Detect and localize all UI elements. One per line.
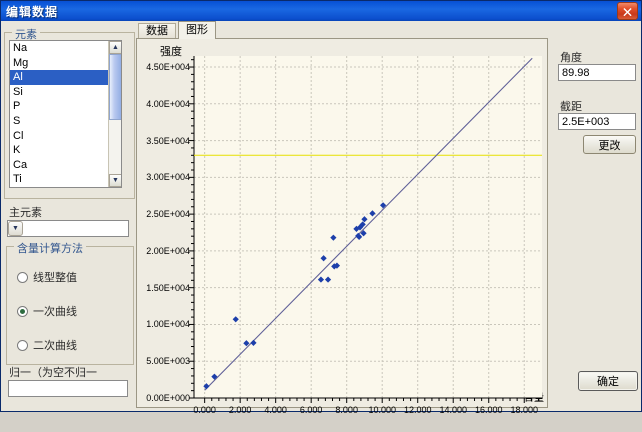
list-item-selected[interactable]: Al (10, 70, 121, 85)
radio-second-order-curve[interactable]: 二次曲线 (17, 337, 77, 353)
element-list: Na Mg Al Si P S Cl K Ca Ti (10, 41, 121, 187)
close-icon (623, 7, 632, 16)
y-tick-label: 2.50E+004 (146, 209, 190, 220)
x-tick-label: 18.000 (510, 405, 538, 415)
main-element-combobox[interactable]: ▼ (7, 220, 129, 237)
window-title: 编辑数据 (6, 4, 59, 19)
close-button[interactable] (617, 2, 638, 20)
y-tick-label: 0.00E+000 (146, 393, 190, 403)
x-tick-label: 12.000 (403, 405, 432, 415)
list-item[interactable]: Mg (13, 56, 29, 69)
intercept-input[interactable] (558, 113, 636, 130)
main-element-label: 主元素 (9, 207, 42, 219)
scroll-up-icon[interactable]: ▲ (109, 41, 121, 54)
scroll-down-icon[interactable]: ▼ (109, 174, 121, 187)
ok-button[interactable]: 确定 (578, 371, 638, 391)
tab-strip: 数据 图形 (136, 21, 548, 39)
scatter-chart: 强度 含量 0.00E+000 5.00E+003 1.00E+004 1.50… (138, 40, 546, 415)
x-tick-label: 16.000 (474, 405, 503, 415)
list-item[interactable]: K (13, 144, 21, 157)
x-tick-label: 10.000 (368, 405, 396, 415)
x-tick-label: 14.000 (439, 405, 467, 415)
list-item[interactable]: Si (13, 85, 23, 98)
intercept-label: 截距 (560, 101, 582, 113)
chevron-down-icon[interactable]: ▼ (8, 221, 23, 236)
method-groupbox: 含量计算方法 线型整值 一次曲线 二次曲线 (6, 240, 134, 365)
x-tick-label: 4.000 (264, 405, 287, 415)
list-item[interactable]: S (13, 114, 21, 127)
radio-linear-interp[interactable]: 线型整值 (17, 269, 77, 285)
radio-label: 线型整值 (33, 272, 77, 284)
angle-input[interactable] (558, 64, 636, 81)
x-tick-label: 8.000 (335, 405, 358, 415)
radio-icon[interactable] (17, 339, 28, 351)
radio-label: 二次曲线 (33, 340, 77, 352)
list-item[interactable]: P (13, 100, 21, 113)
y-tick-label: 1.00E+004 (146, 319, 190, 330)
y-tick-label: 5.00E+003 (146, 356, 190, 367)
method-group-label: 含量计算方法 (14, 240, 86, 256)
y-tick-label: 1.50E+004 (146, 282, 190, 293)
window-body: 元素 Na Mg Al Si P S Cl K Ca Ti (1, 21, 641, 415)
elements-groupbox: 元素 Na Mg Al Si P S Cl K Ca Ti (4, 26, 135, 199)
angle-label: 角度 (560, 52, 582, 64)
listbox-scrollbar[interactable]: ▲ ▼ (108, 41, 121, 187)
normalize-label: 归一（为空不归一 (9, 367, 97, 379)
elements-group-label: 元素 (12, 26, 40, 42)
left-panel: 元素 Na Mg Al Si P S Cl K Ca Ti (4, 24, 135, 397)
edit-data-window: 编辑数据 元素 Na Mg Al Si P S Cl (0, 0, 642, 415)
plot-svg (189, 56, 542, 403)
list-item[interactable]: Cl (13, 129, 24, 142)
y-tick-label: 3.50E+004 (146, 135, 190, 146)
list-item[interactable]: Ca (13, 158, 28, 171)
y-tick-label: 4.50E+004 (146, 62, 190, 73)
x-tick-label: 6.000 (299, 405, 323, 415)
scrollbar-track[interactable] (109, 54, 121, 174)
tab-panel-graph: 强度 含量 0.00E+000 5.00E+003 1.00E+004 1.50… (136, 38, 548, 415)
change-button[interactable]: 更改 (583, 135, 636, 154)
radio-label: 一次曲线 (33, 306, 77, 318)
element-listbox[interactable]: Na Mg Al Si P S Cl K Ca Ti ▲ (9, 40, 122, 188)
y-tick-label: 3.00E+004 (146, 172, 190, 183)
y-tick-label: 4.00E+004 (146, 98, 190, 109)
normalize-input[interactable] (8, 380, 128, 397)
tab-graph[interactable]: 图形 (178, 21, 216, 39)
tab-data[interactable]: 数据 (138, 23, 176, 38)
y-tick-label: 2.00E+004 (146, 245, 190, 256)
scrollbar-thumb[interactable] (109, 54, 121, 120)
radio-first-order-curve[interactable]: 一次曲线 (17, 303, 77, 319)
radio-icon-selected[interactable] (17, 305, 28, 317)
list-item[interactable]: Ti (13, 173, 22, 186)
list-item[interactable]: Na (13, 42, 28, 54)
tab-area: 数据 图形 强度 含量 0.00E+000 5.00E+003 1.00E+00… (136, 21, 548, 415)
title-bar: 编辑数据 (1, 1, 641, 21)
x-tick-label: 0.000 (193, 405, 216, 415)
radio-icon[interactable] (17, 271, 28, 283)
x-tick-label: 2.000 (228, 405, 252, 415)
right-panel: 角度 截距 更改 确定 (550, 21, 641, 411)
y-axis-title: 强度 (160, 46, 182, 58)
